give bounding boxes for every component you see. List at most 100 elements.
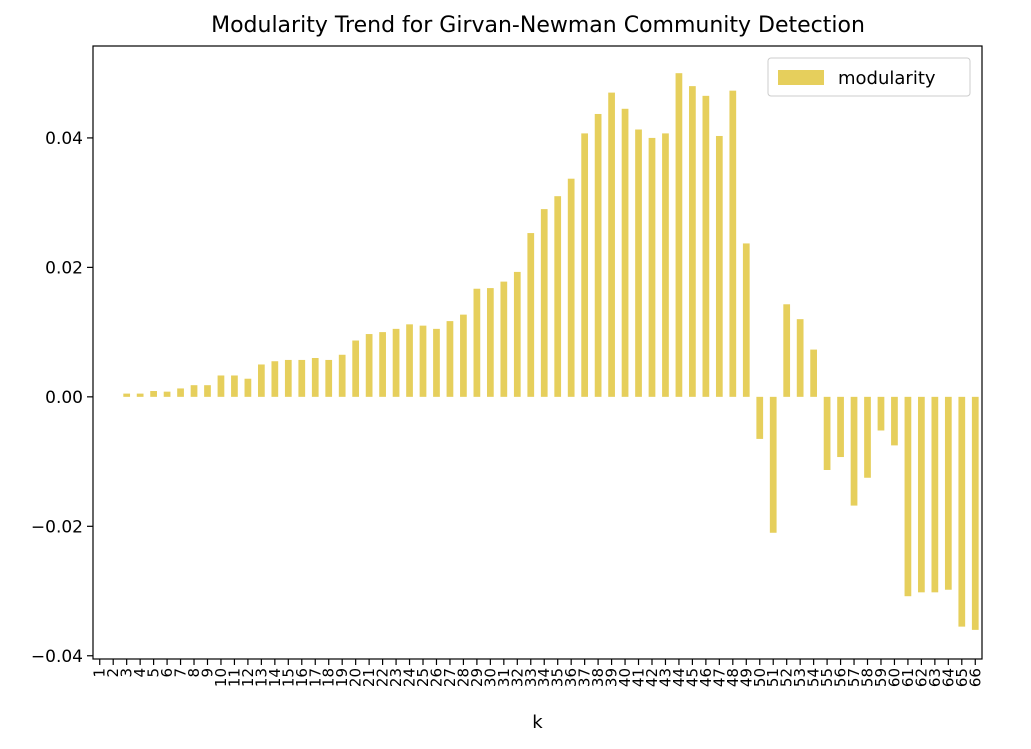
x-tick-label: 7 [172,668,190,678]
x-tick-label: 11 [225,668,243,687]
x-tick-label: 39 [603,668,621,687]
bar-k-10 [217,375,225,397]
x-tick-label: 53 [791,668,809,687]
x-tick-label: 29 [468,668,486,687]
x-tick-label: 35 [549,668,567,687]
x-tick-label: 8 [185,668,203,678]
x-tick-label: 1 [91,668,109,678]
x-tick-label: 26 [427,668,445,687]
x-tick-label: 17 [306,668,324,687]
bar-k-3 [123,393,131,397]
bar-k-37 [581,133,589,397]
y-tick-label: 0.04 [45,129,83,149]
bar-k-61 [904,396,912,597]
x-tick-label: 58 [859,668,877,687]
bar-k-62 [918,396,925,593]
bar-k-64 [944,396,952,590]
x-tick-label: 47 [710,668,728,687]
bar-k-18 [325,359,333,397]
x-tick-label: 15 [279,668,297,687]
legend: modularity [767,57,971,97]
bar-k-54 [810,349,817,397]
x-tick-label: 45 [683,668,701,687]
bar-k-65 [958,396,966,627]
bar-k-7 [177,388,184,397]
x-tick-label: 9 [198,668,216,678]
bar-k-41 [635,129,642,397]
x-tick-label: 13 [252,668,270,687]
y-tick-label: 0.02 [45,258,83,278]
bar-k-55 [823,396,831,470]
x-tick-label: 34 [535,668,553,687]
bar-k-47 [715,135,723,397]
bar-k-39 [608,92,615,397]
x-tick-label: 66 [966,668,984,687]
x-tick-label: 40 [616,668,634,687]
bar-k-4 [136,393,144,397]
x-tick-label: 25 [414,668,432,687]
bar-k-26 [433,328,440,397]
bar-k-6 [163,391,171,397]
x-tick-label: 61 [899,668,917,687]
bar-k-21 [365,334,373,397]
bar-k-5 [150,391,157,397]
x-tick-label: 62 [912,668,930,687]
x-tick-label: 51 [764,668,782,687]
x-tick-label: 28 [454,668,472,687]
x-tick-label: 38 [589,668,607,687]
bar-k-45 [689,86,696,397]
bar-k-36 [567,178,575,397]
y-axis: −0.04 −0.02 0.00 0.02 0.04 [31,129,93,667]
bar-k-25 [419,325,427,397]
x-tick-label: 18 [320,668,338,687]
x-tick-label: 57 [845,668,863,687]
x-tick-label: 42 [643,668,661,687]
legend-box [767,57,971,97]
x-tick-label: 19 [333,668,351,687]
bar-k-20 [352,340,360,397]
plot-frame [92,45,983,660]
x-tick-label: 59 [872,668,890,687]
x-tick-label: 36 [562,668,580,687]
x-tick-label: 22 [374,668,392,687]
x-tick-label: 52 [778,668,796,687]
x-tick-label: 4 [131,668,149,678]
bar-k-46 [702,95,710,397]
x-tick-label: 2 [104,668,122,678]
bar-k-16 [298,359,306,397]
y-tick-label: 0.00 [45,388,83,408]
bar-k-29 [473,288,481,397]
x-tick-label: 54 [805,668,823,687]
x-tick-label: 27 [441,668,459,687]
x-tick-label: 20 [347,668,365,687]
bar-k-8 [190,385,198,397]
bar-k-11 [231,375,238,397]
x-tick-label: 5 [145,668,163,678]
x-tick-label: 12 [239,668,257,687]
bar-k-50 [756,396,764,439]
bar-k-34 [540,209,548,397]
bar-k-48 [729,90,737,397]
x-tick-label: 14 [266,668,284,687]
x-tick-label: 56 [832,668,850,687]
bar-k-57 [850,396,858,506]
x-tick-label: 6 [158,668,176,678]
bar-k-17 [311,358,319,397]
x-tick-label: 65 [953,668,971,687]
x-tick-label: 21 [360,668,378,687]
x-tick-label: 48 [724,668,742,687]
bar-k-58 [864,396,871,478]
bar-k-42 [648,137,656,397]
bar-k-33 [527,233,535,397]
bar-k-30 [486,288,494,397]
chart-title: Modularity Trend for Girvan-Newman Commu… [211,13,865,38]
bar-k-66 [971,396,979,630]
bar-k-60 [891,396,898,446]
bar-k-40 [621,108,629,397]
bar-k-52 [783,304,791,397]
bar-k-13 [258,364,265,397]
x-tick-label: 23 [387,668,405,687]
x-tick-label: 16 [293,668,311,687]
x-tick-label: 3 [118,668,136,678]
bars-group [123,73,979,630]
